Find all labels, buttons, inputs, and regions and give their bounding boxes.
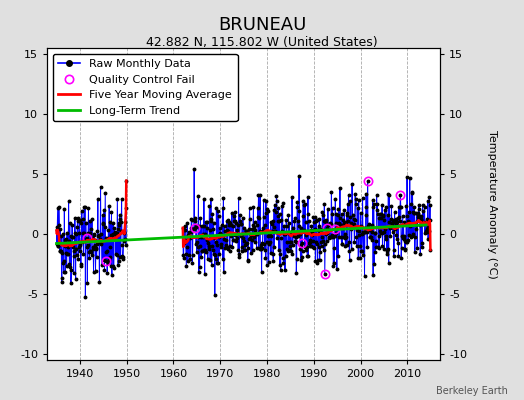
Text: Berkeley Earth: Berkeley Earth [436, 386, 508, 396]
Text: 42.882 N, 115.802 W (United States): 42.882 N, 115.802 W (United States) [146, 36, 378, 49]
Y-axis label: Temperature Anomaly (°C): Temperature Anomaly (°C) [487, 130, 497, 278]
Legend: Raw Monthly Data, Quality Control Fail, Five Year Moving Average, Long-Term Tren: Raw Monthly Data, Quality Control Fail, … [53, 54, 238, 121]
Text: BRUNEAU: BRUNEAU [218, 16, 306, 34]
